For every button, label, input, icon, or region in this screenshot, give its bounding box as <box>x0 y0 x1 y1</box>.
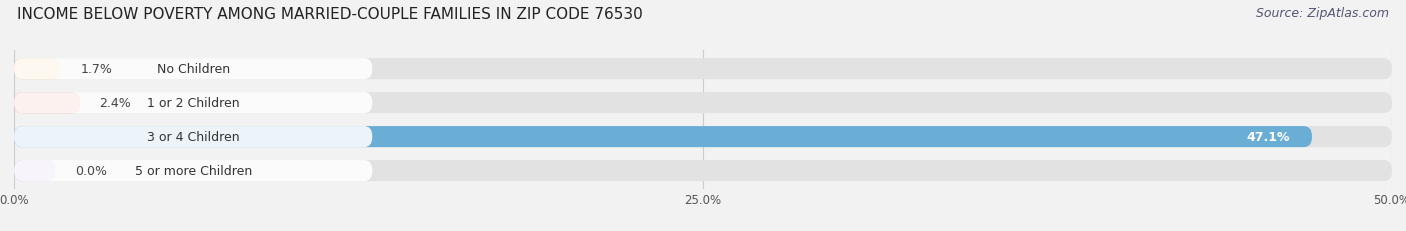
Text: 0.0%: 0.0% <box>75 164 107 177</box>
FancyBboxPatch shape <box>14 59 1392 80</box>
Text: 47.1%: 47.1% <box>1247 131 1289 143</box>
FancyBboxPatch shape <box>14 160 1392 181</box>
FancyBboxPatch shape <box>14 93 373 114</box>
FancyBboxPatch shape <box>14 127 1312 148</box>
Text: Source: ZipAtlas.com: Source: ZipAtlas.com <box>1256 7 1389 20</box>
Text: 1.7%: 1.7% <box>80 63 112 76</box>
FancyBboxPatch shape <box>14 93 1392 114</box>
FancyBboxPatch shape <box>14 59 60 80</box>
Text: 5 or more Children: 5 or more Children <box>135 164 252 177</box>
FancyBboxPatch shape <box>14 160 373 181</box>
FancyBboxPatch shape <box>14 93 80 114</box>
Text: 3 or 4 Children: 3 or 4 Children <box>146 131 239 143</box>
Text: No Children: No Children <box>156 63 229 76</box>
FancyBboxPatch shape <box>14 160 55 181</box>
FancyBboxPatch shape <box>14 127 373 148</box>
FancyBboxPatch shape <box>14 127 1392 148</box>
Text: INCOME BELOW POVERTY AMONG MARRIED-COUPLE FAMILIES IN ZIP CODE 76530: INCOME BELOW POVERTY AMONG MARRIED-COUPL… <box>17 7 643 22</box>
FancyBboxPatch shape <box>14 59 373 80</box>
Text: 2.4%: 2.4% <box>100 97 131 110</box>
Text: 1 or 2 Children: 1 or 2 Children <box>146 97 239 110</box>
